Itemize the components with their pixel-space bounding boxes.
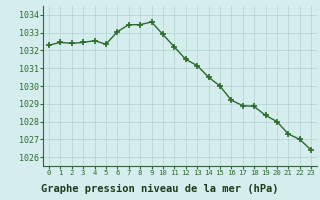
Text: Graphe pression niveau de la mer (hPa): Graphe pression niveau de la mer (hPa)	[41, 184, 279, 194]
